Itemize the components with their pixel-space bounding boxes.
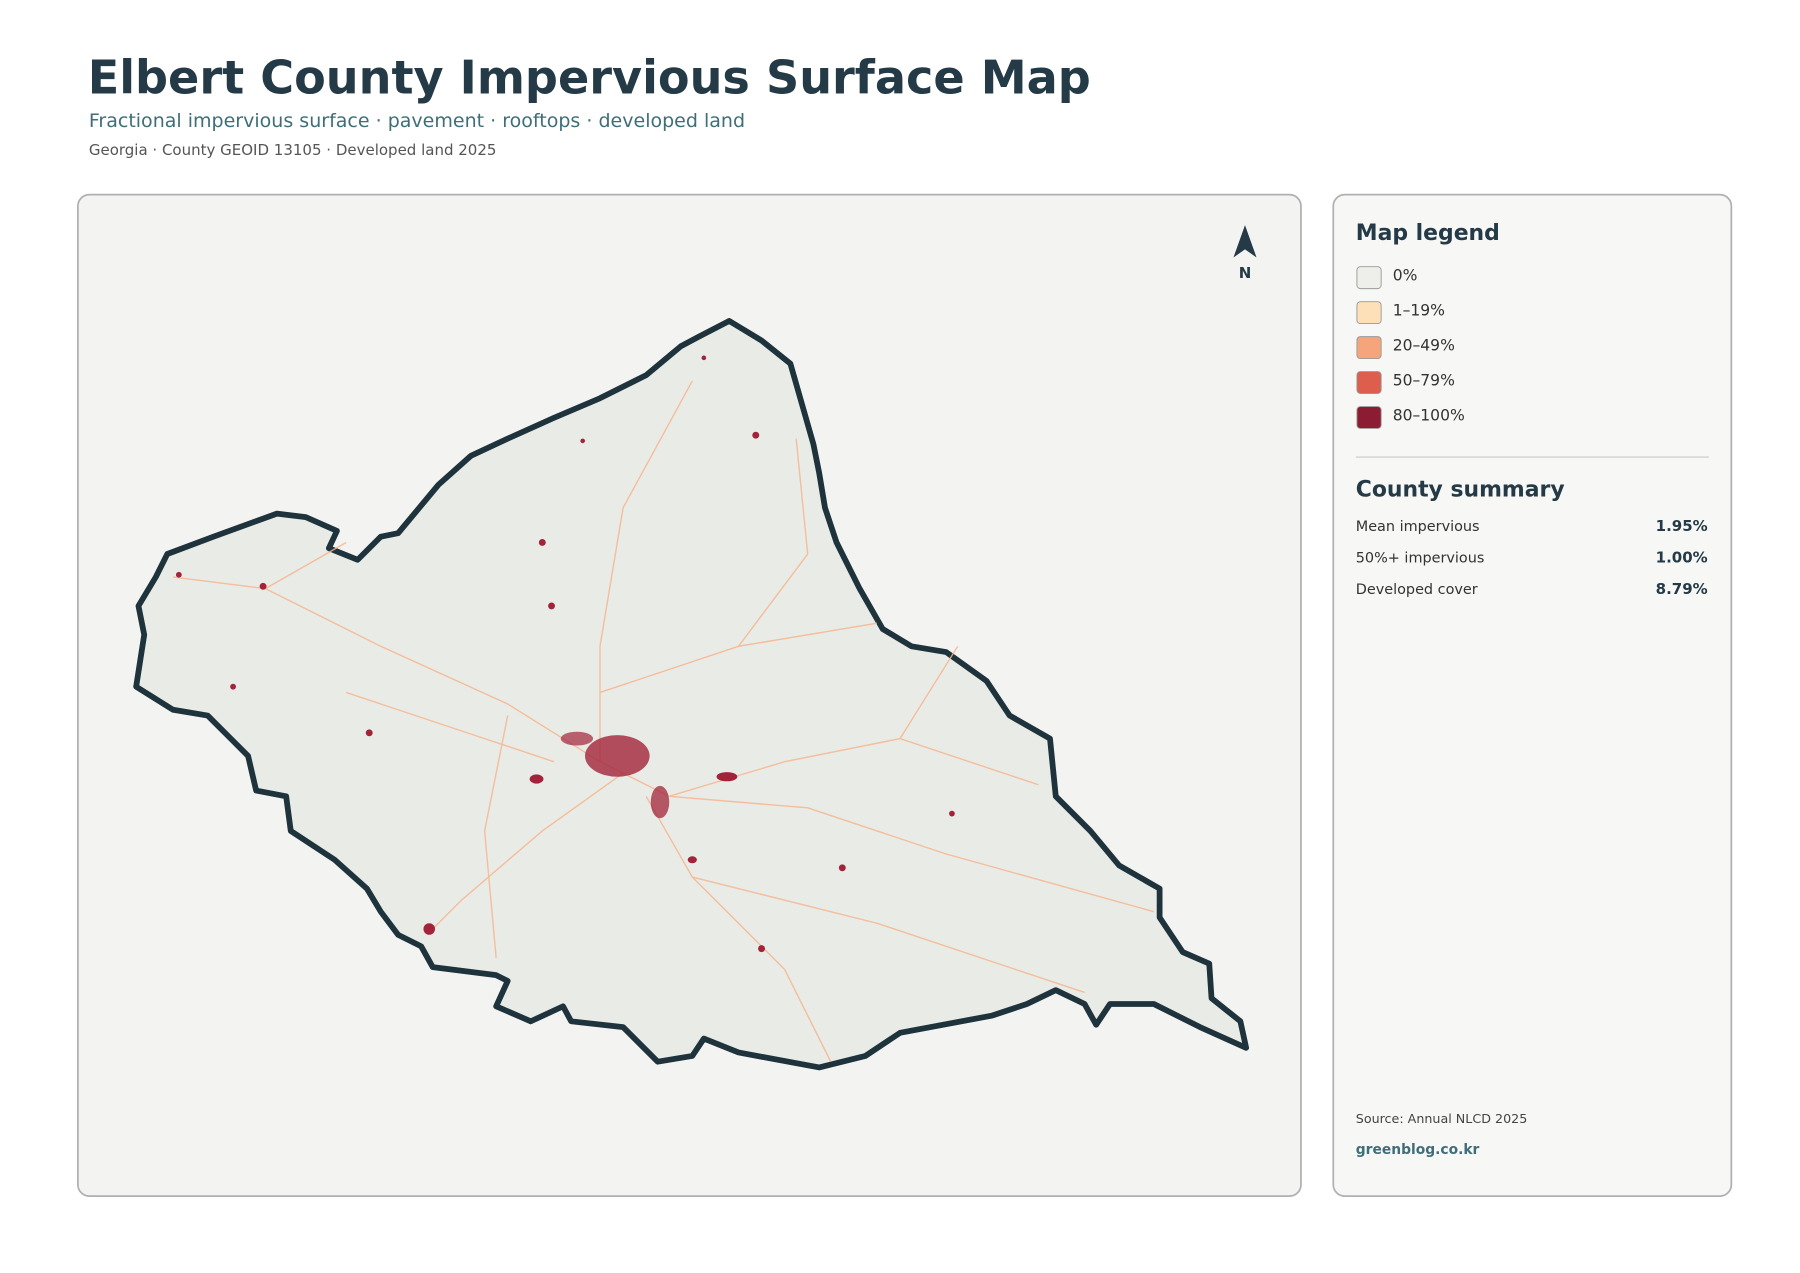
summary-rows: Mean impervious 1.95% 50%+ impervious 1.00%… bbox=[1356, 517, 1708, 598]
legend-swatch bbox=[1356, 266, 1382, 290]
summary-value: 1.95% bbox=[1656, 517, 1708, 535]
source: Source: Annual NLCD 2025 bbox=[1356, 1111, 1528, 1126]
summary-label: 50%+ impervious bbox=[1356, 550, 1485, 566]
north-arrow: N bbox=[1233, 225, 1257, 282]
legend-label: 1–19% bbox=[1393, 302, 1445, 320]
summary-value: 1.00% bbox=[1656, 548, 1708, 566]
subtitle: Fractional impervious surface · pavement… bbox=[89, 110, 745, 132]
summary-title: County summary bbox=[1356, 477, 1565, 502]
meta: Georgia · County GEOID 13105 · Developed… bbox=[89, 141, 497, 159]
title: Elbert County Impervious Surface Map bbox=[88, 51, 1091, 105]
legend-swatch bbox=[1356, 406, 1382, 429]
legend-label: 0% bbox=[1393, 267, 1418, 285]
legend-items: 0% 1–19% 20–49% 50–79% 80–100% bbox=[1356, 266, 1465, 429]
site: greenblog.co.kr bbox=[1356, 1142, 1480, 1158]
county-map bbox=[133, 318, 1250, 1071]
legend-label: 80–100% bbox=[1393, 406, 1465, 424]
north-label: N bbox=[1239, 264, 1252, 282]
legend-title: Map legend bbox=[1356, 221, 1500, 246]
county-outline bbox=[133, 318, 1250, 1071]
legend-panel bbox=[1332, 193, 1733, 1197]
summary-value: 8.79% bbox=[1656, 580, 1708, 598]
legend-label: 50–79% bbox=[1393, 371, 1455, 389]
legend-label: 20–49% bbox=[1393, 336, 1455, 354]
roads bbox=[172, 380, 1155, 1063]
summary-label: Developed cover bbox=[1356, 582, 1478, 598]
legend-swatch bbox=[1356, 336, 1382, 360]
summary-label: Mean impervious bbox=[1356, 519, 1480, 535]
developed-patches bbox=[175, 355, 955, 953]
legend-swatch bbox=[1356, 371, 1382, 394]
legend-swatch bbox=[1356, 301, 1382, 325]
